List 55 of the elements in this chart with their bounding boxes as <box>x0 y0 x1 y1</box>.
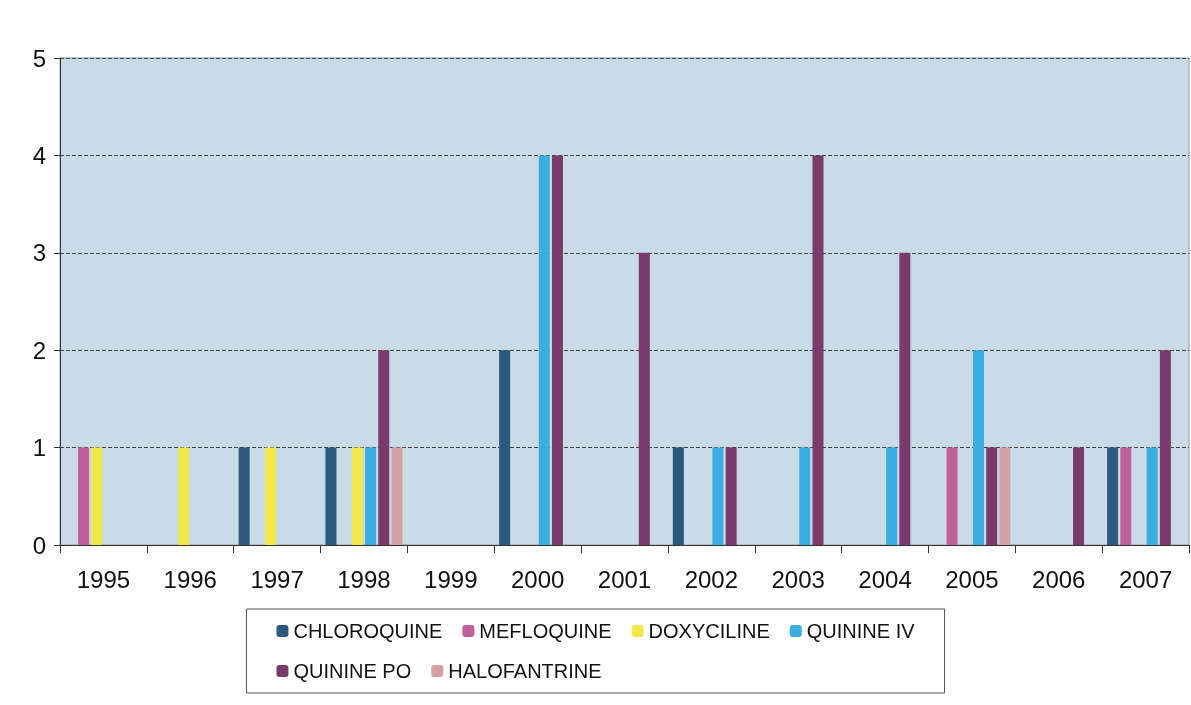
x-tick-label: 2001 <box>597 565 652 593</box>
bar <box>712 447 724 545</box>
bar <box>886 447 898 545</box>
bar <box>672 447 684 545</box>
bar <box>91 447 103 545</box>
x-tick-label: 2006 <box>1032 565 1086 593</box>
y-tick-label: 4 <box>32 141 46 169</box>
x-tick-label: 1996 <box>163 565 217 593</box>
x-tick-label: 2005 <box>945 565 999 593</box>
bar <box>1146 447 1158 545</box>
x-tick-label: 2002 <box>684 565 739 593</box>
bar <box>391 447 403 545</box>
x-tick-label: 2000 <box>510 565 565 593</box>
bar <box>1120 447 1132 545</box>
bar <box>551 155 563 545</box>
bar <box>325 447 337 545</box>
bar <box>365 447 377 545</box>
y-tick-label: 5 <box>32 44 46 72</box>
bar <box>538 155 550 545</box>
bar <box>899 252 911 545</box>
legend-label: DOXYCILINE <box>648 620 770 642</box>
bar <box>725 447 737 545</box>
x-tick-label: 2003 <box>771 565 825 593</box>
bar <box>1073 447 1085 545</box>
bar <box>265 447 277 545</box>
y-tick-label: 2 <box>32 336 46 364</box>
legend-label: HALOFANTRINE <box>448 660 602 682</box>
bar <box>499 350 511 545</box>
bar <box>946 447 958 545</box>
legend-label: QUININE PO <box>293 660 412 682</box>
x-tick-label: 1998 <box>337 565 391 593</box>
legend-label: QUININE IV <box>806 620 916 642</box>
bar <box>799 447 811 545</box>
x-tick-label: 1997 <box>250 565 304 593</box>
bar <box>812 155 824 545</box>
bar <box>1107 447 1119 545</box>
bar <box>1159 350 1171 545</box>
y-tick-label: 1 <box>32 434 46 462</box>
bar <box>238 447 250 545</box>
x-tick-label: 2004 <box>858 565 912 593</box>
legend-label: MEFLOQUINE <box>479 620 612 642</box>
bar <box>986 447 998 545</box>
bar <box>178 447 190 545</box>
legend-label: CHLOROQUINE <box>293 620 443 642</box>
y-tick-label: 0 <box>32 531 46 559</box>
x-tick-label: 1999 <box>424 565 478 593</box>
bar <box>999 447 1011 545</box>
bar <box>638 252 650 545</box>
x-tick-label: 2007 <box>1118 565 1173 593</box>
bar <box>972 350 984 545</box>
bar <box>351 447 363 545</box>
x-tick-label: 1995 <box>76 565 131 593</box>
y-tick-label: 3 <box>32 239 46 267</box>
bar <box>378 350 390 545</box>
bar <box>78 447 90 545</box>
